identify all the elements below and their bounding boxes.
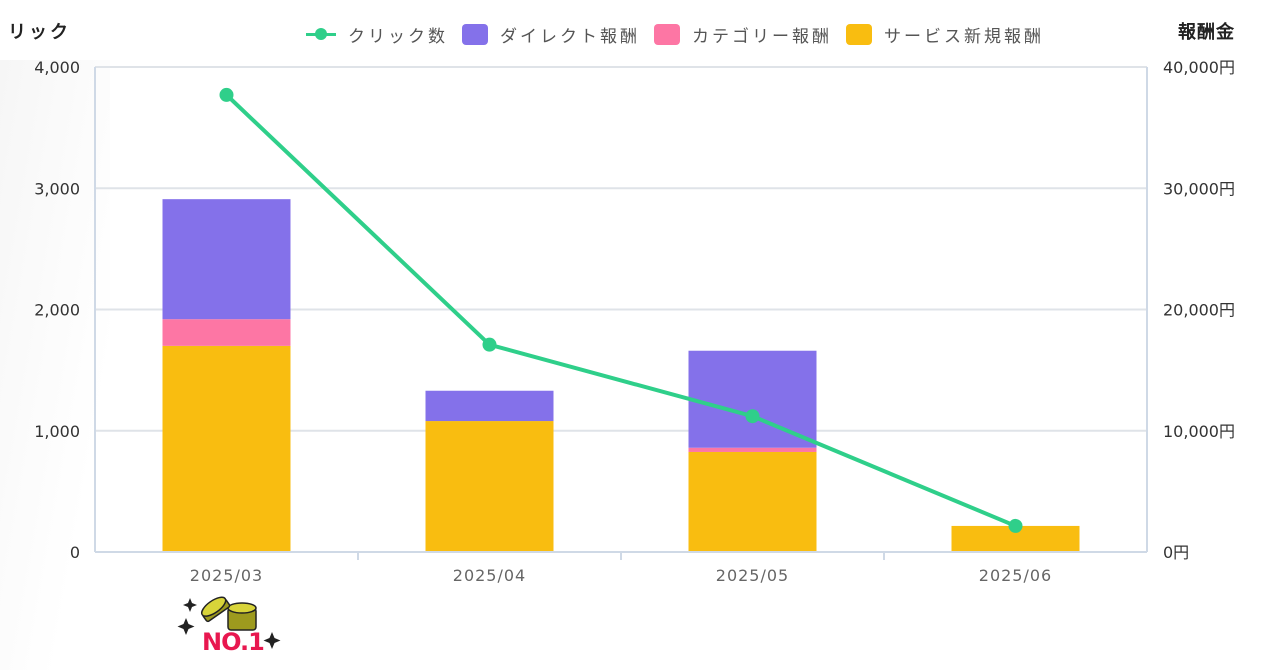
tick-labels: 0 1,000 2,000 3,000 4,000 0円 10,000円 20,000円 30,… — [34, 58, 1235, 585]
chart-legend: クリック数 ダイレクト報酬 カテゴリー報酬 サービス新規報酬 — [306, 22, 1058, 47]
bar-segment[interactable] — [162, 345, 291, 552]
right-tick-label: 0円 — [1163, 543, 1189, 562]
axes — [94, 67, 1148, 560]
legend-item-direct-reward[interactable]: ダイレクト報酬 — [462, 22, 640, 47]
legend-item-category-reward[interactable]: カテゴリー報酬 — [654, 22, 832, 47]
line-marker-icon — [306, 24, 336, 45]
line-series — [219, 87, 1023, 533]
right-tick-label: 10,000円 — [1163, 422, 1235, 441]
bar-series — [162, 199, 1080, 552]
bar-segment[interactable] — [162, 319, 291, 346]
left-tick-label: 4,000 — [34, 58, 80, 77]
legend-label: カテゴリー報酬 — [692, 27, 832, 47]
left-tick-label: 1,000 — [34, 422, 80, 441]
right-tick-label: 20,000円 — [1163, 301, 1235, 320]
x-tick-label: 2025/03 — [190, 566, 263, 585]
color-swatch-icon — [462, 24, 488, 45]
legend-label: クリック数 — [348, 27, 448, 47]
bar-segment[interactable] — [688, 451, 817, 552]
legend-item-service-reward[interactable]: サービス新規報酬 — [846, 22, 1044, 47]
x-tick-label: 2025/05 — [716, 566, 789, 585]
left-tick-label: 3,000 — [34, 179, 80, 198]
badge-text: NO.1 — [202, 628, 265, 656]
x-tick-label: 2025/06 — [979, 566, 1052, 585]
background-decoration — [0, 60, 110, 670]
left-axis-title: リック — [8, 22, 71, 43]
bar-segment[interactable] — [688, 350, 817, 448]
right-axis-title: 報酬金 — [1178, 22, 1235, 43]
no1-badge: NO.1 — [176, 596, 286, 660]
coins-icon — [177, 596, 281, 649]
clicks-line — [225, 93, 1017, 528]
bar-segment[interactable] — [162, 199, 291, 320]
legend-label: ダイレクト報酬 — [500, 27, 640, 47]
line-point[interactable] — [1008, 518, 1023, 533]
right-tick-label: 40,000円 — [1163, 58, 1235, 77]
bar-segment[interactable] — [425, 421, 554, 552]
right-tick-label: 30,000円 — [1163, 179, 1235, 198]
left-tick-label: 0 — [70, 543, 80, 562]
legend-item-clicks[interactable]: クリック数 — [306, 22, 448, 47]
color-swatch-icon — [846, 24, 872, 45]
line-point[interactable] — [482, 337, 497, 352]
line-point[interactable] — [745, 409, 760, 424]
color-swatch-icon — [654, 24, 680, 45]
bar-segment[interactable] — [425, 390, 554, 422]
line-point[interactable] — [219, 87, 234, 102]
x-tick-label: 2025/04 — [453, 566, 526, 585]
bar-segment[interactable] — [688, 447, 817, 452]
left-tick-label: 2,000 — [34, 301, 80, 320]
legend-label: サービス新規報酬 — [884, 27, 1044, 47]
